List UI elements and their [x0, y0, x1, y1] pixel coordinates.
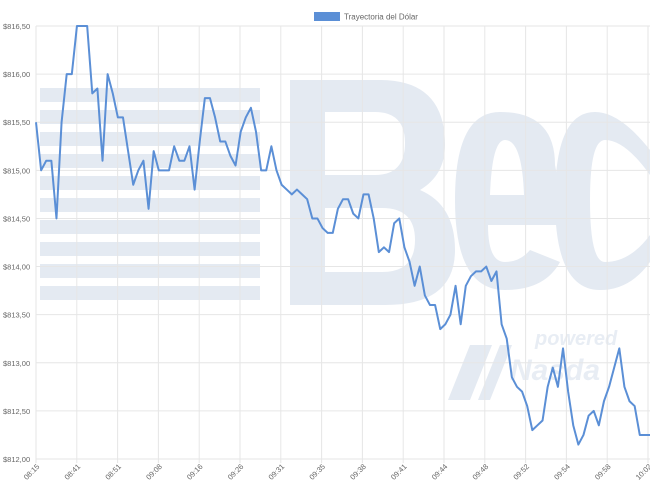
y-tick-label: $813,00 — [3, 359, 30, 368]
x-tick-label: 09:54 — [552, 462, 572, 482]
legend-swatch — [314, 12, 340, 21]
y-tick-label: $813,50 — [3, 311, 30, 320]
watermark-letter-c — [555, 112, 650, 290]
y-tick-label: $814,00 — [3, 263, 30, 272]
x-tick-label: 09:44 — [430, 462, 450, 482]
x-axis: 08:15 08:41 08:51 09:08 09:16 09:26 09:31 09:35… — [22, 462, 650, 482]
x-tick-label: 09:35 — [307, 462, 327, 482]
x-tick-label: 09:48 — [471, 462, 491, 482]
y-tick-label: $812,50 — [3, 407, 30, 416]
x-tick-label: 08:41 — [63, 462, 83, 482]
x-tick-label: 09:16 — [185, 462, 205, 482]
x-tick-label: 09:31 — [267, 462, 287, 482]
y-tick-label: $815,50 — [3, 118, 30, 127]
watermark-stripes — [40, 88, 260, 300]
svg-text:powered: powered — [534, 328, 618, 350]
legend[interactable]: Trayectoria del Dólar — [314, 12, 418, 22]
chart-series — [35, 25, 650, 446]
legend-label: Trayectoria del Dólar — [344, 13, 418, 22]
y-tick-label: $816,50 — [3, 22, 30, 31]
x-tick-label: 09:52 — [511, 462, 531, 482]
y-tick-label: $815,00 — [3, 166, 30, 175]
watermark-letter-b — [290, 80, 455, 305]
y-tick-label: $812,00 — [3, 455, 30, 464]
y-tick-label: $816,00 — [3, 70, 30, 79]
series-line — [35, 25, 650, 446]
watermark-letter-e — [455, 112, 561, 290]
chart-grid — [35, 25, 650, 463]
svg-text:Nasda: Nasda — [510, 354, 600, 387]
x-tick-label: 09:41 — [389, 462, 409, 482]
x-tick-label: 08:51 — [103, 462, 123, 482]
watermark-n-mark — [448, 345, 512, 400]
y-axis: $816,50 $816,00 $815,50 $815,00 $814,50 $814,… — [3, 22, 30, 464]
x-tick-label: 08:15 — [22, 462, 42, 482]
y-tick-label: $814,50 — [3, 214, 30, 223]
x-tick-label: 09:08 — [144, 462, 164, 482]
x-tick-label: 10:02 — [634, 462, 650, 482]
x-tick-label: 09:38 — [348, 462, 368, 482]
x-tick-label: 09:26 — [226, 462, 246, 482]
x-tick-label: 09:58 — [593, 462, 613, 482]
